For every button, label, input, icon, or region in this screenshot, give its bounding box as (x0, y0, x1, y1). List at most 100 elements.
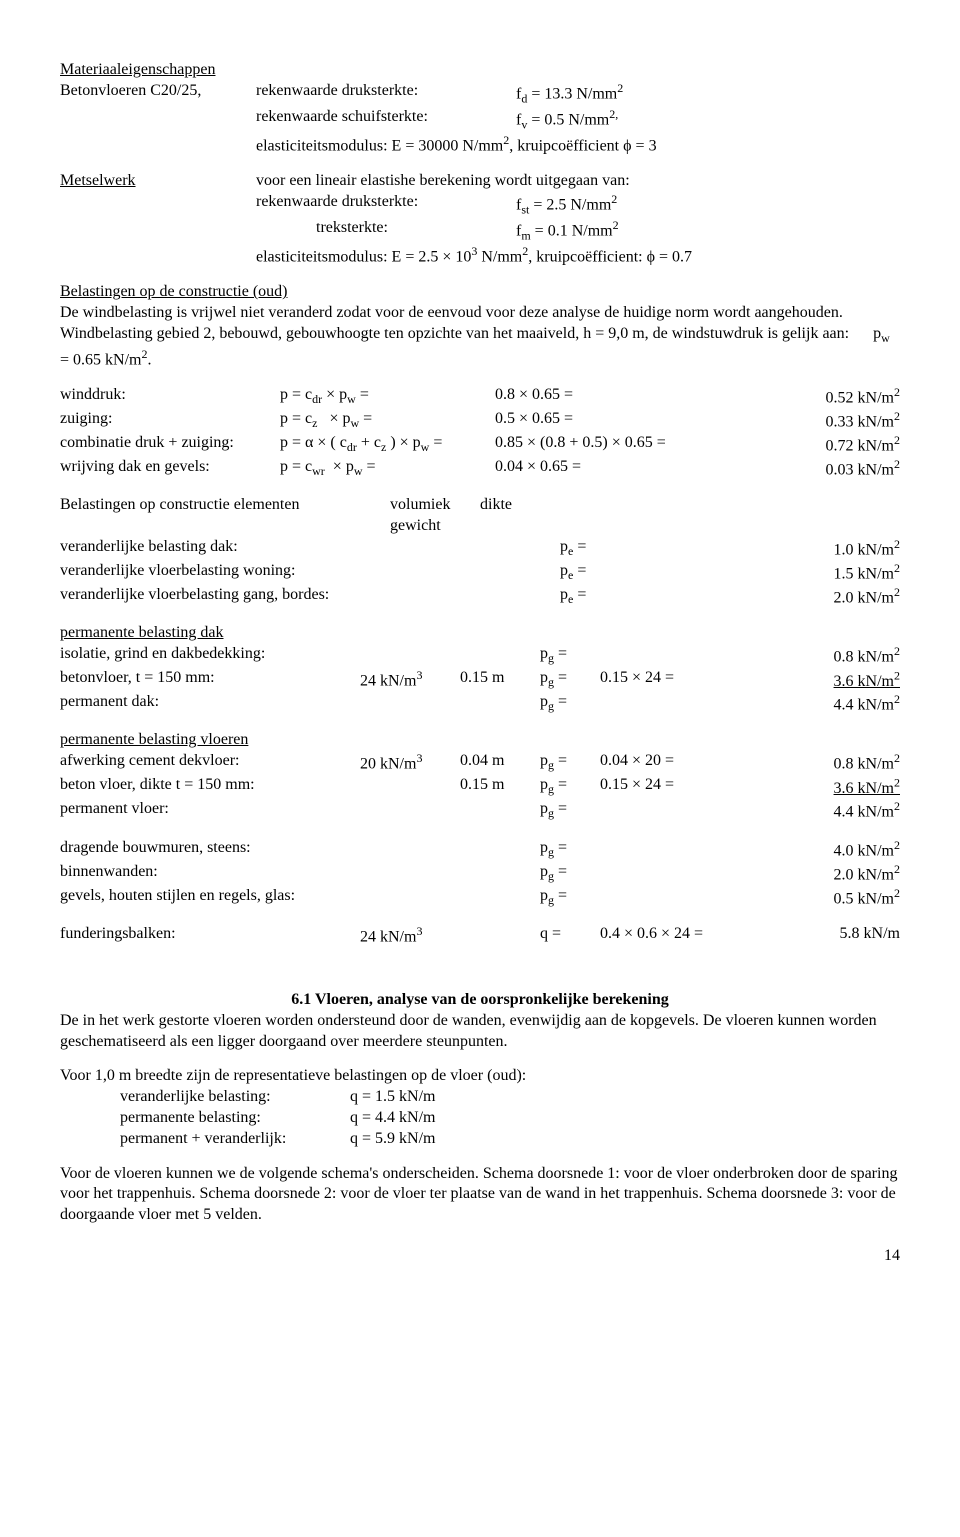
pg6: pg = (540, 799, 600, 823)
perm-vloer-title: permanente belasting vloeren (60, 730, 900, 751)
v2-val: q = 4.4 kN/m (350, 1108, 435, 1129)
element-loads: Belastingen op constructie elementen vol… (60, 495, 900, 609)
pg4: pg = (540, 751, 600, 775)
dikte-header: dikte (480, 495, 560, 516)
fund-lbl: funderingsbalken: (60, 924, 360, 948)
betonvloer-calc: 0.15 × 24 = (600, 668, 720, 692)
afw-lbl: afwerking cement dekvloer: (60, 751, 360, 775)
winddruk-calc: 0.8 × 0.65 = (495, 385, 715, 409)
pg9: pg = (540, 886, 600, 910)
fst-value: fst = 2.5 N/mm2 (516, 192, 900, 218)
combi-val: 0.72 kN/m2 (715, 433, 900, 457)
sec61-p2: Voor 1,0 m breedte zijn de representatie… (60, 1066, 900, 1087)
fv-value: fv = 0.5 N/mm2, (516, 107, 900, 133)
betonv-d: 0.15 m (460, 775, 540, 799)
v1-lbl: veranderlijke belasting: (120, 1087, 350, 1108)
muren: dragende bouwmuren, steens: pg = 4.0 kN/… (60, 838, 900, 910)
zuiging-formula: p = cz × pw = (280, 409, 495, 433)
section-title: Materiaaleigenschappen (60, 60, 900, 81)
iso-val: 0.8 kN/m2 (720, 644, 900, 668)
betonvloer-val: 3.6 kN/m2 (720, 668, 900, 692)
v2-lbl: permanente belasting: (120, 1108, 350, 1129)
drag-lbl: dragende bouwmuren, steens: (60, 838, 540, 862)
wind-para: De windbelasting is vrijwel niet verande… (60, 303, 900, 371)
wrijving-lbl: wrijving dak en gevels: (60, 457, 280, 481)
wrijving-formula: p = cwr × pw = (280, 457, 495, 481)
metselwerk: Metselwerk (60, 172, 136, 189)
betonvloer-vol: 24 kN/m3 (360, 668, 460, 692)
vwon-lbl: veranderlijke vloerbelasting woning: (60, 561, 390, 585)
rw-druk: rekenwaarde druksterkte: (256, 81, 516, 107)
zuiging-calc: 0.5 × 0.65 = (495, 409, 715, 433)
perm-vloer: permanente belasting vloeren afwerking c… (60, 730, 900, 823)
pe3: pe = (560, 585, 620, 609)
pg3: pg = (540, 692, 600, 716)
loads-old: Belastingen op de constructie (oud) De w… (60, 282, 900, 371)
combi-formula: p = α × ( cdr + cz ) × pw = (280, 433, 495, 457)
bin-val: 2.0 kN/m2 (720, 862, 900, 886)
winddruk-lbl: winddruk: (60, 385, 280, 409)
pe2: pe = (560, 561, 620, 585)
winddruk-formula: p = cdr × pw = (280, 385, 495, 409)
gewicht-header: gewicht (390, 516, 480, 537)
perm-dak-title: permanente belasting dak (60, 623, 900, 644)
rw-schuif: rekenwaarde schuifsterkte: (256, 107, 516, 133)
fm-value: fm = 0.1 N/mm2 (516, 218, 900, 244)
wrijving-val: 0.03 kN/m2 (715, 457, 900, 481)
permvl-lbl: permanent vloer: (60, 799, 360, 823)
permdak-val: 4.4 kN/m2 (720, 692, 900, 716)
pg7: pg = (540, 838, 600, 862)
vdak-lbl: veranderlijke belasting dak: (60, 537, 390, 561)
betonv-val: 3.6 kN/m2 (720, 775, 900, 799)
sec61-p1: De in het werk gestorte vloeren worden o… (60, 1011, 900, 1053)
trek: treksterkte: (256, 218, 516, 244)
page-number: 14 (60, 1246, 900, 1267)
wrijving-calc: 0.04 × 0.65 = (495, 457, 715, 481)
permvl-val: 4.4 kN/m2 (720, 799, 900, 823)
elem-title: Belastingen op constructie elementen (60, 495, 390, 516)
vdak-val: 1.0 kN/m2 (620, 537, 900, 561)
v3-lbl: permanent + veranderlijk: (120, 1129, 350, 1150)
afw-vol: 20 kN/m3 (360, 751, 460, 775)
vol-header: volumiek (390, 495, 480, 516)
pe: pe = (560, 537, 620, 561)
v1-val: q = 1.5 kN/m (350, 1087, 435, 1108)
betonvloer-lbl: betonvloer, t = 150 mm: (60, 668, 360, 692)
fundering: funderingsbalken: 24 kN/m3 q = 0.4 × 0.6… (60, 924, 900, 948)
concrete-label: Betonvloeren C20/25, (60, 81, 256, 107)
drag-val: 4.0 kN/m2 (720, 838, 900, 862)
fd-value: fd = 13.3 N/mm2 (516, 81, 900, 107)
loads-title: Belastingen op de constructie (oud) (60, 282, 900, 303)
fund-val: 5.8 kN/m (750, 924, 900, 948)
pg2: pg = (540, 668, 600, 692)
zuiging-val: 0.33 kN/m2 (715, 409, 900, 433)
masonry-table: Metselwerk voor een lineair elastishe be… (60, 171, 900, 268)
lin-elastic: voor een lineair elastishe berekening wo… (256, 171, 900, 192)
gev-val: 0.5 kN/m2 (720, 886, 900, 910)
section-6-1: 6.1 Vloeren, analyse van de oorspronkeli… (60, 990, 900, 1226)
vgang-val: 2.0 kN/m2 (620, 585, 900, 609)
combi-calc: 0.85 × (0.8 + 0.5) × 0.65 = (495, 433, 715, 457)
emod1: elasticiteitsmodulus: E = 30000 N/mm2, k… (256, 133, 900, 157)
betonvloer-d: 0.15 m (460, 668, 540, 692)
fund-q: q = (540, 924, 600, 948)
betonv-calc: 0.15 × 24 = (600, 775, 720, 799)
vwon-val: 1.5 kN/m2 (620, 561, 900, 585)
vgang-lbl: veranderlijke vloerbelasting gang, borde… (60, 585, 390, 609)
pg1: pg = (540, 644, 600, 668)
sec61-p3: Voor de vloeren kunnen we de volgende sc… (60, 1164, 900, 1226)
fund-calc: 0.4 × 0.6 × 24 = (600, 924, 750, 948)
emod2: elasticiteitsmodulus: E = 2.5 × 103 N/mm… (256, 244, 900, 268)
winddruk-val: 0.52 kN/m2 (715, 385, 900, 409)
sec61-title: 6.1 Vloeren, analyse van de oorspronkeli… (60, 990, 900, 1011)
perm-dak: permanente belasting dak isolatie, grind… (60, 623, 900, 716)
afw-d: 0.04 m (460, 751, 540, 775)
fund-vol: 24 kN/m3 (360, 924, 540, 948)
concrete-table: Betonvloeren C20/25, rekenwaarde drukste… (60, 81, 900, 157)
pg5: pg = (540, 775, 600, 799)
betonv-lbl: beton vloer, dikte t = 150 mm: (60, 775, 360, 799)
iso-lbl: isolatie, grind en dakbedekking: (60, 644, 360, 668)
afw-val: 0.8 kN/m2 (720, 751, 900, 775)
v3-val: q = 5.9 kN/m (350, 1129, 435, 1150)
combi-lbl: combinatie druk + zuiging: (60, 433, 280, 457)
